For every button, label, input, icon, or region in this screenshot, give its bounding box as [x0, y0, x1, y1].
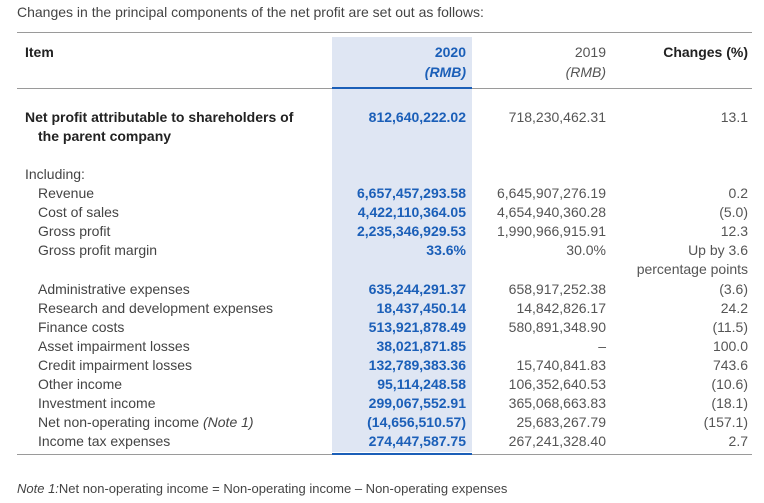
- row-change: (3.6): [719, 281, 748, 297]
- row-label: Administrative expenses: [38, 281, 190, 297]
- row-2020: 33.6%: [426, 242, 466, 258]
- header-2019-unit: (RMB): [565, 64, 606, 80]
- row-label: Gross profit: [38, 223, 111, 239]
- footnote: Note 1:Net non-operating income = Non-op…: [17, 481, 507, 496]
- row-change: 24.2: [720, 300, 748, 316]
- row-change: Up by 3.6: [688, 242, 748, 258]
- row-2020: 4,422,110,364.05: [357, 204, 466, 220]
- row-change: (157.1): [703, 414, 748, 430]
- net-profit-label-2: the parent company: [38, 128, 172, 144]
- row-2020: 18,437,450.14: [376, 300, 466, 316]
- row-label: Gross profit margin: [38, 242, 158, 258]
- header-item: Item: [25, 44, 54, 60]
- row-2020: 635,244,291.37: [368, 281, 466, 297]
- row-2019: 267,241,328.40: [508, 433, 606, 449]
- footnote-text: Net non-operating income = Non-operating…: [58, 481, 508, 496]
- row-2020: 299,067,552.91: [368, 395, 466, 411]
- net-profit-label-1: Net profit attributable to shareholders …: [25, 109, 294, 125]
- row-2019: 1,990,966,915.91: [497, 223, 606, 239]
- row-2019: 6,645,907,276.19: [497, 185, 606, 201]
- intro-text: Changes in the principal components of t…: [17, 4, 484, 20]
- row-change: (11.5): [712, 319, 748, 335]
- row-2020: 513,921,878.49: [368, 319, 466, 335]
- footnote-prefix: Note 1:: [17, 481, 59, 496]
- row-label: Cost of sales: [38, 204, 119, 220]
- row-2019: 14,842,826.17: [516, 300, 606, 316]
- row-change: 100.0: [712, 338, 748, 354]
- header-2020: 2020: [434, 44, 466, 60]
- row-2020: 38,021,871.85: [376, 338, 466, 354]
- row-2019: 30.0%: [566, 242, 606, 258]
- row-label: Revenue: [38, 185, 95, 201]
- table-top-rule: [17, 32, 752, 33]
- row-label: Other income: [38, 376, 123, 392]
- row-2020: 132,789,383.36: [368, 357, 466, 373]
- row-2019: 15,740,841.83: [516, 357, 606, 373]
- row-change: (5.0): [719, 204, 748, 220]
- row-label: Asset impairment losses: [38, 338, 190, 354]
- header-changes: Changes (%): [663, 44, 748, 60]
- including-label: Including:: [25, 166, 85, 182]
- row-2019: –: [598, 338, 606, 354]
- net-profit-2020: 812,640,222.02: [368, 109, 466, 125]
- net-profit-change: 13.1: [720, 109, 748, 125]
- header-2019: 2019: [574, 44, 606, 60]
- row-label: Finance costs: [38, 319, 125, 335]
- row-2019: 658,917,252.38: [508, 281, 606, 297]
- row-label: Credit impairment losses: [38, 357, 193, 373]
- row-2019: 25,683,267.79: [516, 414, 606, 430]
- row-label: Net non-operating income (Note 1): [38, 413, 254, 432]
- row-change: 12.3: [720, 223, 748, 239]
- row-2019: 4,654,940,360.28: [497, 204, 606, 220]
- row-2019: 365,068,663.83: [508, 395, 606, 411]
- row-change: 0.2: [728, 185, 748, 201]
- row-change: (10.6): [711, 376, 748, 392]
- row-label-text: Net non-operating income: [38, 414, 200, 430]
- row-change: 2.7: [728, 433, 748, 449]
- row-2019: 106,352,640.53: [508, 376, 606, 392]
- row-change-line2: percentage points: [636, 261, 748, 277]
- highlight-column-2020: [332, 37, 472, 452]
- net-profit-2019: 718,230,462.31: [508, 109, 606, 125]
- row-2020: 274,447,587.75: [368, 433, 466, 449]
- row-2019: 580,891,348.90: [508, 319, 606, 335]
- row-change: 743.6: [712, 357, 748, 373]
- header-2020-unit: (RMB): [424, 64, 466, 80]
- row-label: Research and development expenses: [38, 300, 274, 316]
- bottom-rule-2020: [332, 453, 472, 455]
- row-2020: 6,657,457,293.58: [357, 185, 466, 201]
- row-2020: 95,114,248.58: [377, 376, 466, 392]
- row-2020: (14,656,510.57): [367, 414, 466, 430]
- row-change: (18.1): [711, 395, 748, 411]
- row-label: Investment income: [38, 395, 156, 411]
- row-2020: 2,235,346,929.53: [357, 223, 466, 239]
- note-ref: (Note 1): [203, 414, 254, 430]
- header-rule-2020: [332, 87, 472, 89]
- row-label: Income tax expenses: [38, 433, 171, 449]
